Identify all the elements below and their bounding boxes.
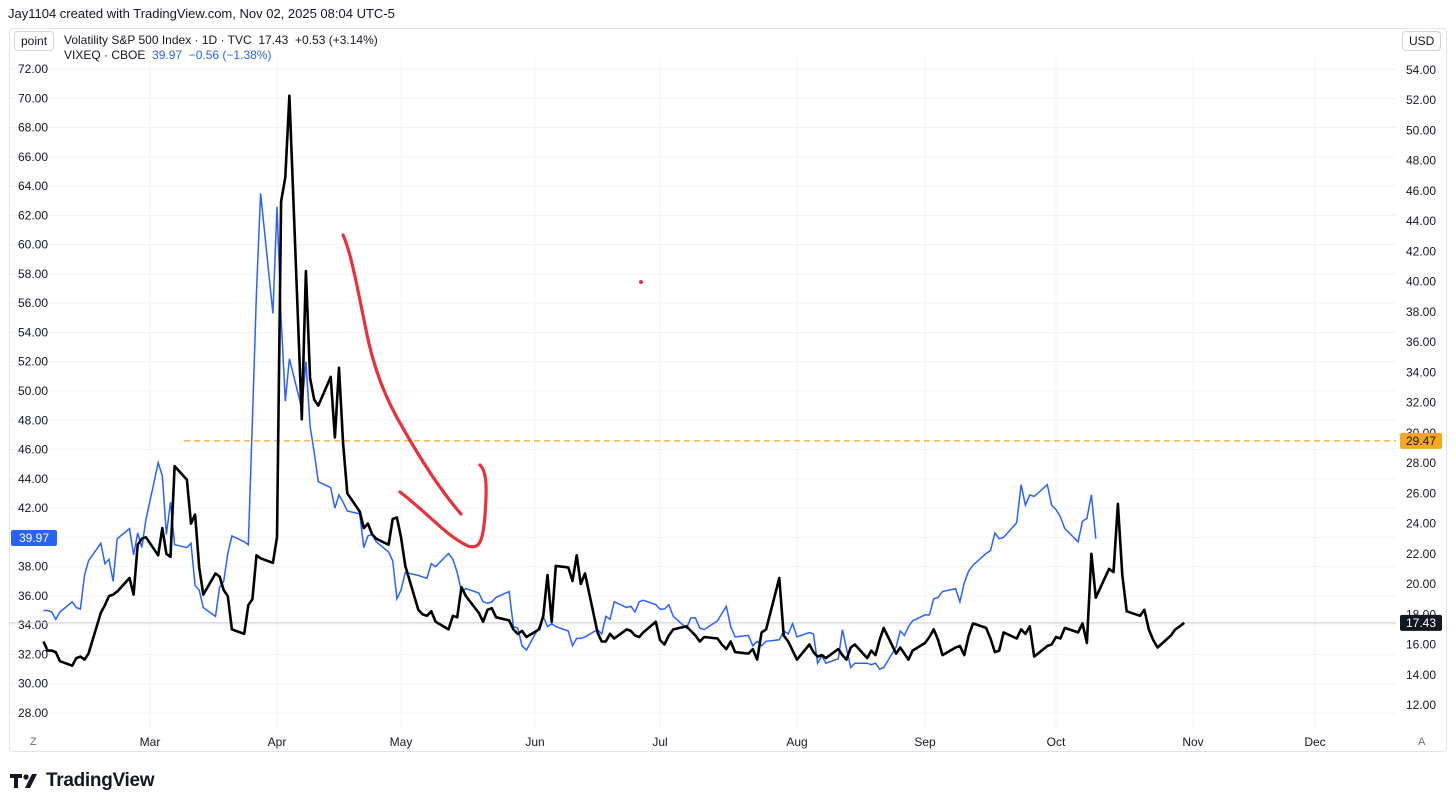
right-tick-label: 22.00 <box>1406 547 1436 561</box>
tradingview-logo-icon <box>10 774 37 788</box>
x-tick-label: Jul <box>652 735 667 749</box>
left-tick-label: 68.00 <box>18 121 48 135</box>
x-tick-label: Jun <box>525 735 544 749</box>
vixeq-last-label: 39.97 <box>19 531 49 545</box>
left-tick-label: 36.00 <box>18 589 48 603</box>
right-tick-label: 36.00 <box>1406 335 1436 349</box>
left-tick-label: 38.00 <box>18 560 48 574</box>
right-unit-button[interactable]: USD <box>1402 31 1442 51</box>
left-tick-label: 66.00 <box>18 150 48 164</box>
left-tick-label: 64.00 <box>18 179 48 193</box>
left-tick-label: 42.00 <box>18 501 48 515</box>
left-tick-label: 52.00 <box>18 355 48 369</box>
auto-scale-button[interactable]: A <box>1418 736 1426 748</box>
tradingview-logo: TradingView <box>10 770 155 792</box>
legend-vix-name: Volatility S&P 500 Index · 1D · TVC <box>64 33 252 47</box>
legend-vix-change: +0.53 (+3.14%) <box>295 33 378 47</box>
right-tick-label: 42.00 <box>1406 244 1436 258</box>
annotation-stroke-2 <box>398 463 488 549</box>
legend-vixeq[interactable]: VIXEQ · CBOE 39.97 −0.56 (−1.38%) <box>64 48 378 63</box>
left-tick-label: 58.00 <box>18 267 48 281</box>
left-unit-button[interactable]: point <box>14 31 55 51</box>
legend-vixeq-value: 39.97 <box>152 48 183 62</box>
left-tick-label: 72.00 <box>18 62 48 76</box>
right-tick-label: 20.00 <box>1406 577 1436 591</box>
right-tick-label: 28.00 <box>1406 456 1436 470</box>
left-tick-label: 30.00 <box>18 677 48 691</box>
left-tick-label: 34.00 <box>18 618 48 632</box>
right-tick-label: 24.00 <box>1406 517 1436 531</box>
left-tick-label: 60.00 <box>18 238 48 252</box>
right-tick-label: 52.00 <box>1406 93 1436 107</box>
right-tick-label: 38.00 <box>1406 305 1436 319</box>
right-axis: 12.0014.0016.0018.0020.0022.0024.0026.00… <box>1406 63 1436 712</box>
x-tick-label: Aug <box>786 735 807 749</box>
left-tick-label: 44.00 <box>18 472 48 486</box>
right-tick-label: 34.00 <box>1406 365 1436 379</box>
time-axis: Mar Apr May Jun Jul Aug Sep Oct Nov Dec <box>140 735 1326 749</box>
level-label-bg <box>1400 432 1442 449</box>
timezone-button[interactable]: Z <box>30 736 37 748</box>
level-label: 29.47 <box>1406 434 1436 448</box>
attribution-text: Jay1104 created with TradingView.com, No… <box>8 6 395 21</box>
right-tick-label: 44.00 <box>1406 214 1436 228</box>
left-tick-label: 46.00 <box>18 443 48 457</box>
right-tick-label: 54.00 <box>1406 63 1436 77</box>
right-tick-label: 32.00 <box>1406 396 1436 410</box>
right-tick-label: 50.00 <box>1406 123 1436 137</box>
vix-series-line <box>42 94 1185 667</box>
x-tick-label: Sep <box>914 735 936 749</box>
price-labels: 39.97 29.47 17.43 <box>11 432 1442 631</box>
left-axis: 28.0030.0032.0034.0036.0038.0040.0042.00… <box>18 62 48 720</box>
vixeq-series-line <box>43 193 1097 671</box>
right-tick-label: 12.00 <box>1406 698 1436 712</box>
right-tick-label: 40.00 <box>1406 275 1436 289</box>
chart-frame <box>9 28 1447 752</box>
x-tick-label: Apr <box>268 735 287 749</box>
vix-last-label-bg <box>1400 614 1442 631</box>
legend-vixeq-change: −0.56 (−1.38%) <box>188 48 272 62</box>
tradingview-wordmark: TradingView <box>46 770 155 791</box>
x-tick-label: May <box>390 735 413 749</box>
left-tick-label: 56.00 <box>18 296 48 310</box>
left-tick-label: 62.00 <box>18 208 48 222</box>
left-tick-label: 50.00 <box>18 384 48 398</box>
right-tick-label: 48.00 <box>1406 154 1436 168</box>
left-tick-label: 54.00 <box>18 325 48 339</box>
annotation-dot <box>639 280 643 284</box>
chart-legend: Volatility S&P 500 Index · 1D · TVC 17.4… <box>64 33 378 63</box>
left-tick-label: 32.00 <box>18 647 48 661</box>
vix-last-label: 17.43 <box>1406 616 1436 630</box>
vixeq-last-label-bg <box>11 530 57 546</box>
left-tick-label: 70.00 <box>18 91 48 105</box>
x-tick-label: Dec <box>1304 735 1325 749</box>
legend-vix-value: 17.43 <box>258 33 289 47</box>
left-tick-label: 48.00 <box>18 413 48 427</box>
right-tick-label: 16.00 <box>1406 638 1436 652</box>
right-tick-label: 14.00 <box>1406 668 1436 682</box>
annotation-stroke-1 <box>341 233 463 516</box>
x-tick-label: Mar <box>140 735 161 749</box>
grid-lines <box>10 58 1396 728</box>
right-tick-label: 26.00 <box>1406 486 1436 500</box>
x-tick-label: Nov <box>1182 735 1203 749</box>
right-tick-label: 46.00 <box>1406 184 1436 198</box>
x-tick-label: Oct <box>1047 735 1066 749</box>
legend-vixeq-name: VIXEQ · CBOE <box>64 48 146 62</box>
left-tick-label: 28.00 <box>18 706 48 720</box>
legend-vix[interactable]: Volatility S&P 500 Index · 1D · TVC 17.4… <box>64 33 378 48</box>
